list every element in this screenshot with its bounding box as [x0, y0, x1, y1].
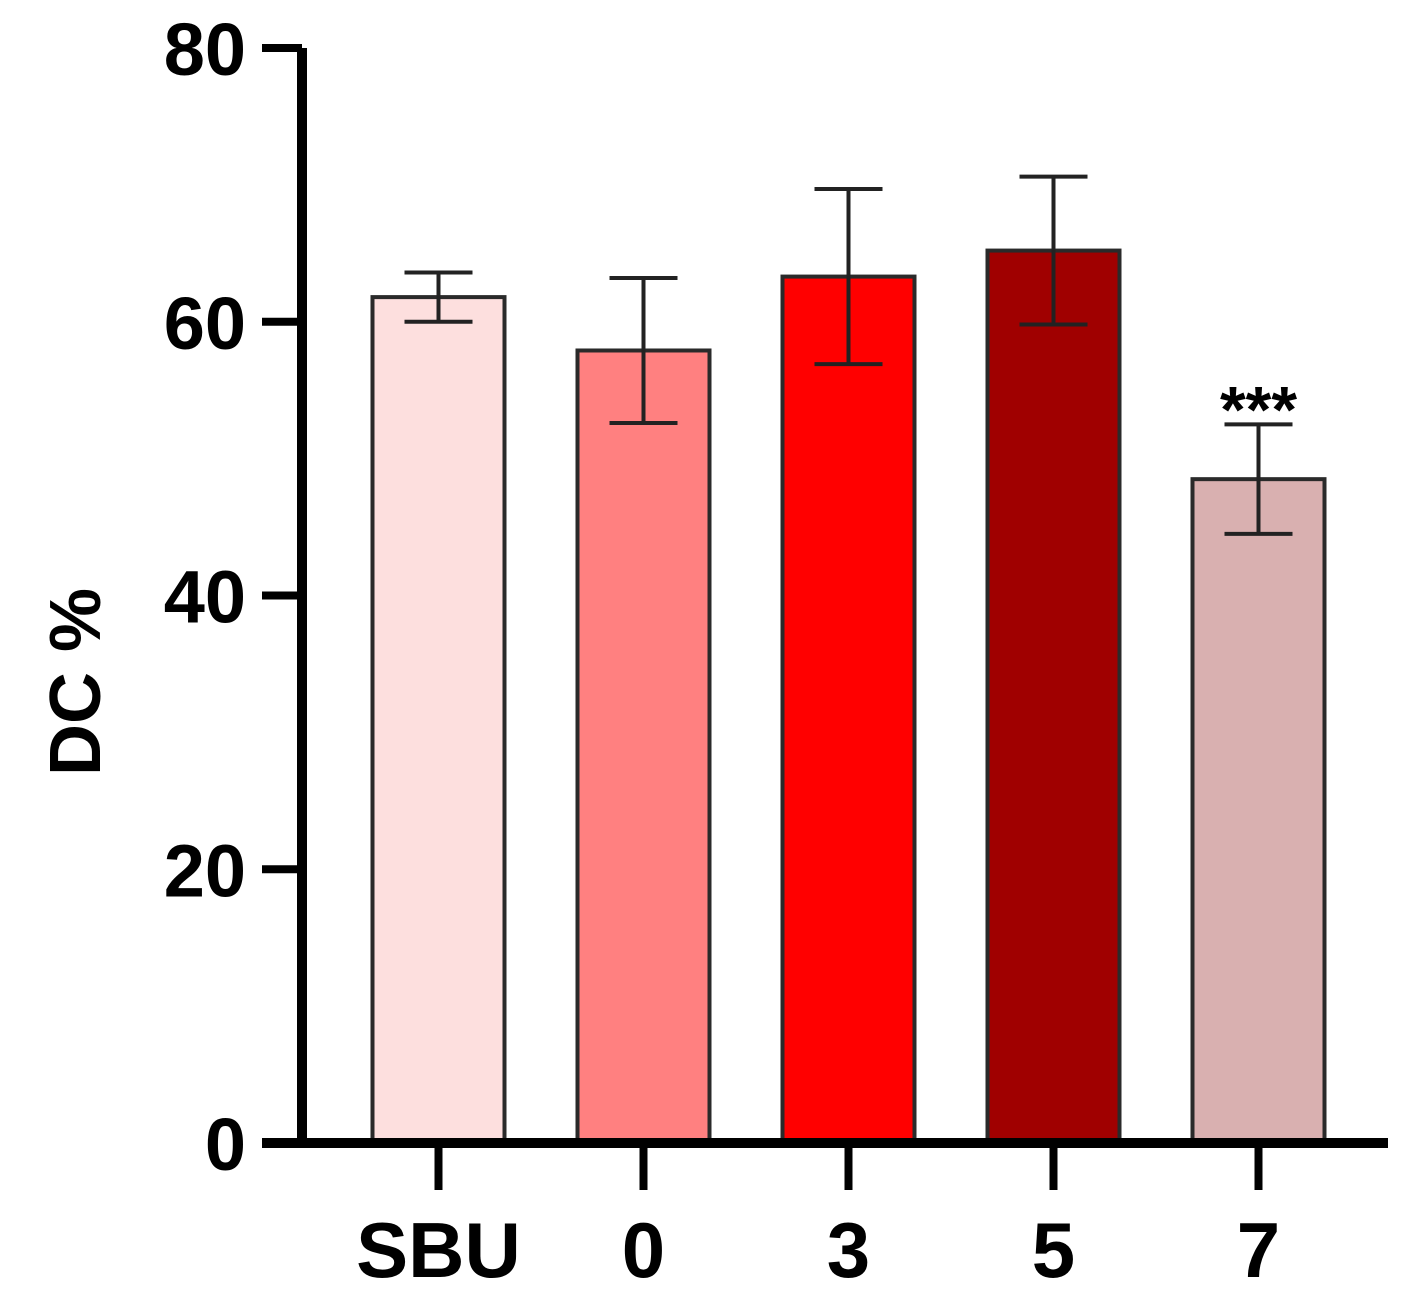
x-tick-label-5: 5: [1032, 1206, 1075, 1294]
bar-5: [985, 248, 1122, 1145]
error-bars-layer: [404, 174, 1293, 536]
bars-layer: [370, 248, 1327, 1145]
significance-annotation: ***: [1220, 372, 1297, 446]
y-tick-label-80: 80: [164, 8, 246, 91]
bar-0: [575, 348, 712, 1145]
x-tick-label-7: 7: [1237, 1206, 1280, 1294]
x-ticks-layer: SBU 0 3 5 7: [356, 1143, 1280, 1294]
bar-sbu: [370, 295, 507, 1145]
y-tick-label-20: 20: [164, 829, 246, 912]
y-axis-label: DC %: [36, 588, 116, 776]
bar-3: [780, 274, 917, 1145]
bar-7: [1190, 477, 1327, 1145]
x-tick-label-3: 3: [827, 1206, 870, 1294]
y-tick-label-60: 60: [164, 282, 246, 365]
annotations-layer: ***: [1220, 372, 1297, 446]
y-ticks-layer: 0 20 40 60 80: [164, 8, 302, 1186]
x-tick-label-0: 0: [622, 1206, 665, 1294]
y-tick-label-40: 40: [164, 556, 246, 639]
x-tick-label-sbu: SBU: [356, 1206, 521, 1294]
y-tick-label-0: 0: [205, 1103, 246, 1186]
